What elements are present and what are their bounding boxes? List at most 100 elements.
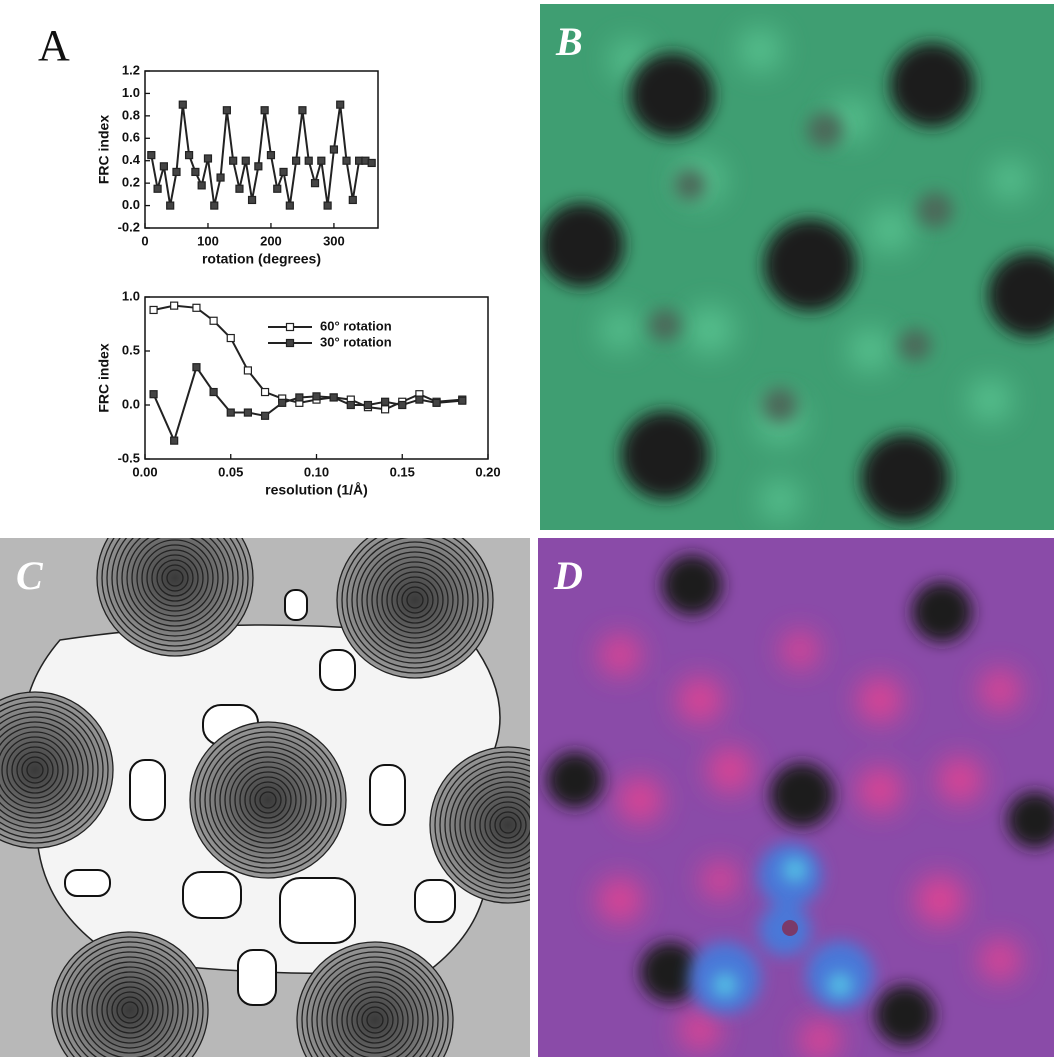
contour-line (259, 791, 277, 809)
contour-line (86, 966, 174, 1054)
series-line (150, 104, 373, 206)
contour-line (336, 981, 414, 1057)
y-tick-label: 1.0 (122, 288, 140, 303)
contour-line (391, 576, 439, 624)
data-point (209, 316, 218, 325)
data-point (203, 154, 213, 163)
data-point (209, 387, 218, 397)
contour-line (81, 961, 179, 1057)
contour-line (204, 736, 332, 864)
contour-line (296, 941, 454, 1057)
contour-line (229, 761, 307, 839)
panel-label: B (555, 19, 583, 64)
contour-line (361, 546, 469, 654)
contour-line (0, 696, 109, 844)
data-point (298, 106, 307, 115)
data-point (241, 156, 250, 165)
x-tick-label: 300 (323, 233, 345, 248)
data-point (170, 301, 179, 310)
contour-line (131, 538, 219, 622)
contour-line (331, 976, 419, 1057)
contour-line (0, 731, 74, 809)
data-point (266, 151, 276, 160)
contour-line (406, 591, 424, 609)
contour-line (234, 766, 302, 834)
data-point (273, 184, 282, 193)
data-point (197, 181, 206, 190)
contour-line (116, 996, 144, 1024)
contour-line (311, 956, 439, 1057)
contour-line (214, 746, 322, 854)
contour-line (116, 538, 234, 637)
contour-well (97, 538, 253, 656)
contour-line (434, 751, 530, 899)
contour-line (21, 756, 49, 784)
contour-line (16, 751, 54, 789)
contour-line (439, 756, 530, 894)
x-tick-label: 100 (197, 233, 219, 248)
contour-line (341, 986, 409, 1054)
contour-line (459, 776, 530, 874)
x-tick-label: 0.00 (132, 464, 157, 479)
panel-label: D (553, 553, 583, 598)
contour-line (326, 971, 424, 1057)
contour-line (306, 951, 444, 1057)
data-point (458, 396, 467, 405)
contour-line (61, 941, 199, 1057)
contour-line (141, 544, 209, 612)
contour-line (0, 726, 79, 814)
contour-line (254, 786, 282, 814)
contour-line (0, 711, 94, 829)
contour-line (351, 538, 479, 664)
y-axis-label: FRC index (96, 343, 112, 412)
contour-line (0, 691, 114, 849)
contour-line (239, 771, 297, 829)
contour-line (1, 736, 69, 804)
data-point (172, 167, 181, 177)
contour-line (26, 761, 44, 779)
panel-d-image (538, 538, 1054, 1057)
x-tick-label: 0.05 (218, 464, 243, 479)
data-point (278, 398, 287, 407)
data-point (247, 195, 257, 205)
contour-line (11, 746, 59, 794)
y-tick-label: 0.4 (122, 152, 141, 167)
data-point (229, 156, 238, 165)
data-point (279, 167, 288, 177)
contour-line (401, 586, 429, 614)
contour-line (66, 946, 194, 1057)
contour-line (146, 549, 204, 607)
y-tick-label: 0.2 (122, 175, 140, 190)
contour-line (244, 776, 292, 824)
contour-line (224, 756, 312, 844)
contour-line (111, 991, 149, 1029)
data-point (192, 303, 201, 312)
data-point (285, 201, 294, 210)
y-tick-label: -0.2 (118, 219, 140, 234)
contour-well (190, 722, 346, 878)
contour-line (489, 806, 527, 844)
data-point (226, 408, 235, 417)
contour-line (56, 936, 204, 1057)
contour-line (346, 538, 484, 669)
contour-line (0, 706, 99, 834)
data-point (317, 156, 326, 165)
y-tick-label: 0.0 (122, 396, 140, 411)
contour-line (0, 701, 104, 839)
contour-line (106, 986, 154, 1034)
data-point (260, 387, 270, 397)
contour-line (6, 741, 64, 799)
y-tick-label: 0.6 (122, 130, 140, 145)
contour-line (464, 781, 530, 869)
data-point (398, 400, 407, 410)
contour-line (346, 991, 404, 1049)
data-point (216, 173, 225, 182)
contour-line (161, 564, 189, 592)
series-line (152, 364, 463, 444)
contour-line (336, 538, 494, 679)
data-point (348, 195, 357, 205)
data-point (159, 162, 168, 171)
contour-line (396, 581, 434, 619)
data-point (184, 151, 194, 160)
data-point (166, 201, 175, 210)
